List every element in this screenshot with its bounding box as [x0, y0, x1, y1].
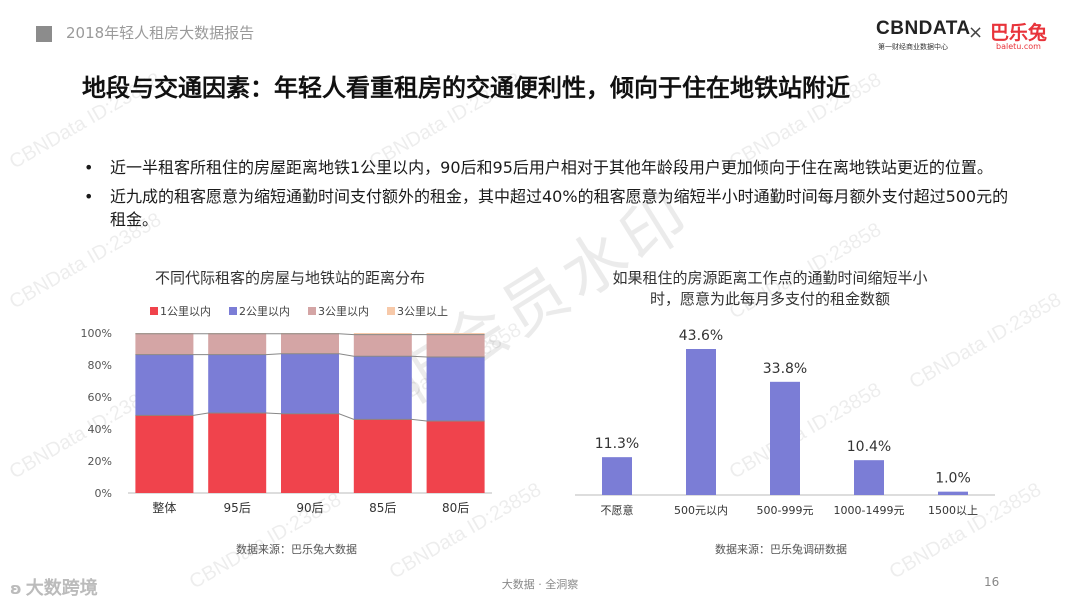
legend-entry: 3公里以内 [308, 303, 369, 319]
data-label: 43.6% [679, 328, 723, 344]
bullet-text: 近九成的租客愿意为缩短通勤时间支付额外的租金，其中超过40%的租客愿意为缩短半小… [110, 187, 1009, 229]
legend-label: 3公里以上 [397, 305, 448, 318]
data-label: 11.3% [595, 436, 639, 452]
bar [770, 381, 800, 495]
bullet-list: • 近一半租客所租住的房屋距离地铁1公里以内，90后和95后用户相对于其他年龄段… [82, 156, 1012, 237]
series-connector-line [135, 333, 485, 336]
x-tick-label: 1000-1499元 [834, 504, 905, 517]
bar-segment [353, 333, 412, 335]
x-tick-label: 不愿意 [601, 503, 634, 517]
left-chart-source: 数据来源：巴乐兔大数据 [236, 543, 357, 556]
data-label: 1.0% [935, 471, 971, 487]
x-tick-label: 85后 [369, 501, 396, 515]
right-chart-title-line: 如果租住的房源距离工作点的通勤时间缩短半小 [612, 269, 928, 287]
bar-segment [426, 357, 485, 421]
x-tick-label: 整体 [152, 500, 176, 515]
bullet-dot-icon: • [84, 158, 94, 177]
legend-label: 3公里以内 [318, 305, 369, 318]
left-chart-title: 不同代际租客的房屋与地铁站的距离分布 [154, 269, 425, 287]
x-tick-label: 95后 [224, 501, 251, 515]
bar [938, 491, 968, 495]
bar [686, 349, 716, 495]
legend-swatch [229, 307, 237, 315]
bar-segment [208, 354, 267, 413]
logo-cbndata-sub: 第一财经商业数据中心 [878, 43, 948, 51]
bullet-dot-icon: • [84, 187, 94, 206]
x-tick-label: 80后 [442, 501, 469, 515]
bar-segment [135, 354, 194, 416]
legend-swatch [150, 307, 158, 315]
series-connector-line [135, 412, 485, 422]
right-chart-title-line: 时，愿意为此每月多支付的租金数额 [649, 290, 890, 308]
x-tick-label: 1500以上 [928, 504, 978, 517]
report-title: 2018年轻人租房大数据报告 [66, 24, 255, 42]
bar-segment [353, 334, 412, 357]
y-tick-label: 100% [81, 327, 112, 340]
bar-segment [353, 356, 412, 420]
page-number: 16 [984, 575, 1000, 589]
x-tick-label: 500元以内 [674, 503, 728, 517]
bar-segment [281, 353, 339, 414]
bar-segment [135, 333, 194, 355]
logo-cbndata: CBNDATA [876, 18, 971, 39]
legend-swatch [387, 307, 395, 315]
y-tick-label: 60% [88, 391, 112, 404]
bullet-text: 近一半租客所租住的房屋距离地铁1公里以内，90后和95后用户相对于其他年龄段用户… [110, 158, 993, 177]
footer-brand-text: 大数跨境 [25, 578, 98, 599]
x-tick-label: 500-999元 [757, 504, 814, 517]
footer-slogan: 大数据 · 全洞察 [501, 578, 579, 591]
data-label: 10.4% [847, 439, 891, 455]
right-chart-source: 数据来源：巴乐兔调研数据 [715, 543, 847, 556]
series-connector-line [135, 353, 485, 358]
bar [602, 457, 632, 495]
y-tick-label: 40% [88, 423, 112, 436]
legend-label: 2公里以内 [239, 305, 290, 318]
logo-cross-icon: × [968, 22, 984, 43]
bar-segment [281, 413, 339, 493]
bullet-item: • 近一半租客所租住的房屋距离地铁1公里以内，90后和95后用户相对于其他年龄段… [82, 156, 1012, 179]
y-tick-label: 20% [88, 455, 112, 468]
bar-segment [135, 415, 194, 493]
bar-segment [208, 333, 267, 355]
y-tick-label: 0% [95, 487, 112, 500]
x-tick-label: 90后 [296, 501, 323, 515]
footer-brand: ʚ 大数跨境 [10, 574, 98, 600]
brand-icon: ʚ [10, 579, 22, 598]
legend-label: 1公里以内 [160, 305, 211, 318]
header-square-icon [36, 26, 52, 42]
bar-segment [426, 333, 485, 335]
legend-entry: 2公里以内 [229, 303, 290, 319]
bar-segment [353, 419, 412, 493]
bar-segment [426, 334, 485, 357]
logo: CBNDATA 第一财经商业数据中心 × 巴乐兔 baletu.com [862, 18, 1062, 54]
logo-partner-sub: baletu.com [996, 42, 1041, 51]
legend-entry: 1公里以内 [150, 303, 211, 319]
left-chart-legend: 1公里以内 2公里以内 3公里以内 3公里以上 [150, 303, 448, 319]
page-title: 地段与交通因素：年轻人看重租房的交通便利性，倾向于住在地铁站附近 [82, 74, 850, 102]
legend-entry: 3公里以上 [387, 303, 448, 319]
bar-segment [208, 413, 267, 493]
right-chart-title: 如果租住的房源距离工作点的通勤时间缩短半小 时，愿意为此每月多支付的租金数额 [580, 268, 960, 310]
bullet-item: • 近九成的租客愿意为缩短通勤时间支付额外的租金，其中超过40%的租客愿意为缩短… [82, 185, 1012, 231]
logo-partner: 巴乐兔 [990, 22, 1048, 44]
data-label: 33.8% [763, 361, 807, 377]
bar [854, 460, 884, 495]
legend-swatch [308, 307, 316, 315]
y-tick-label: 80% [88, 359, 112, 372]
bar-segment [281, 333, 339, 354]
bar-segment [426, 421, 485, 493]
